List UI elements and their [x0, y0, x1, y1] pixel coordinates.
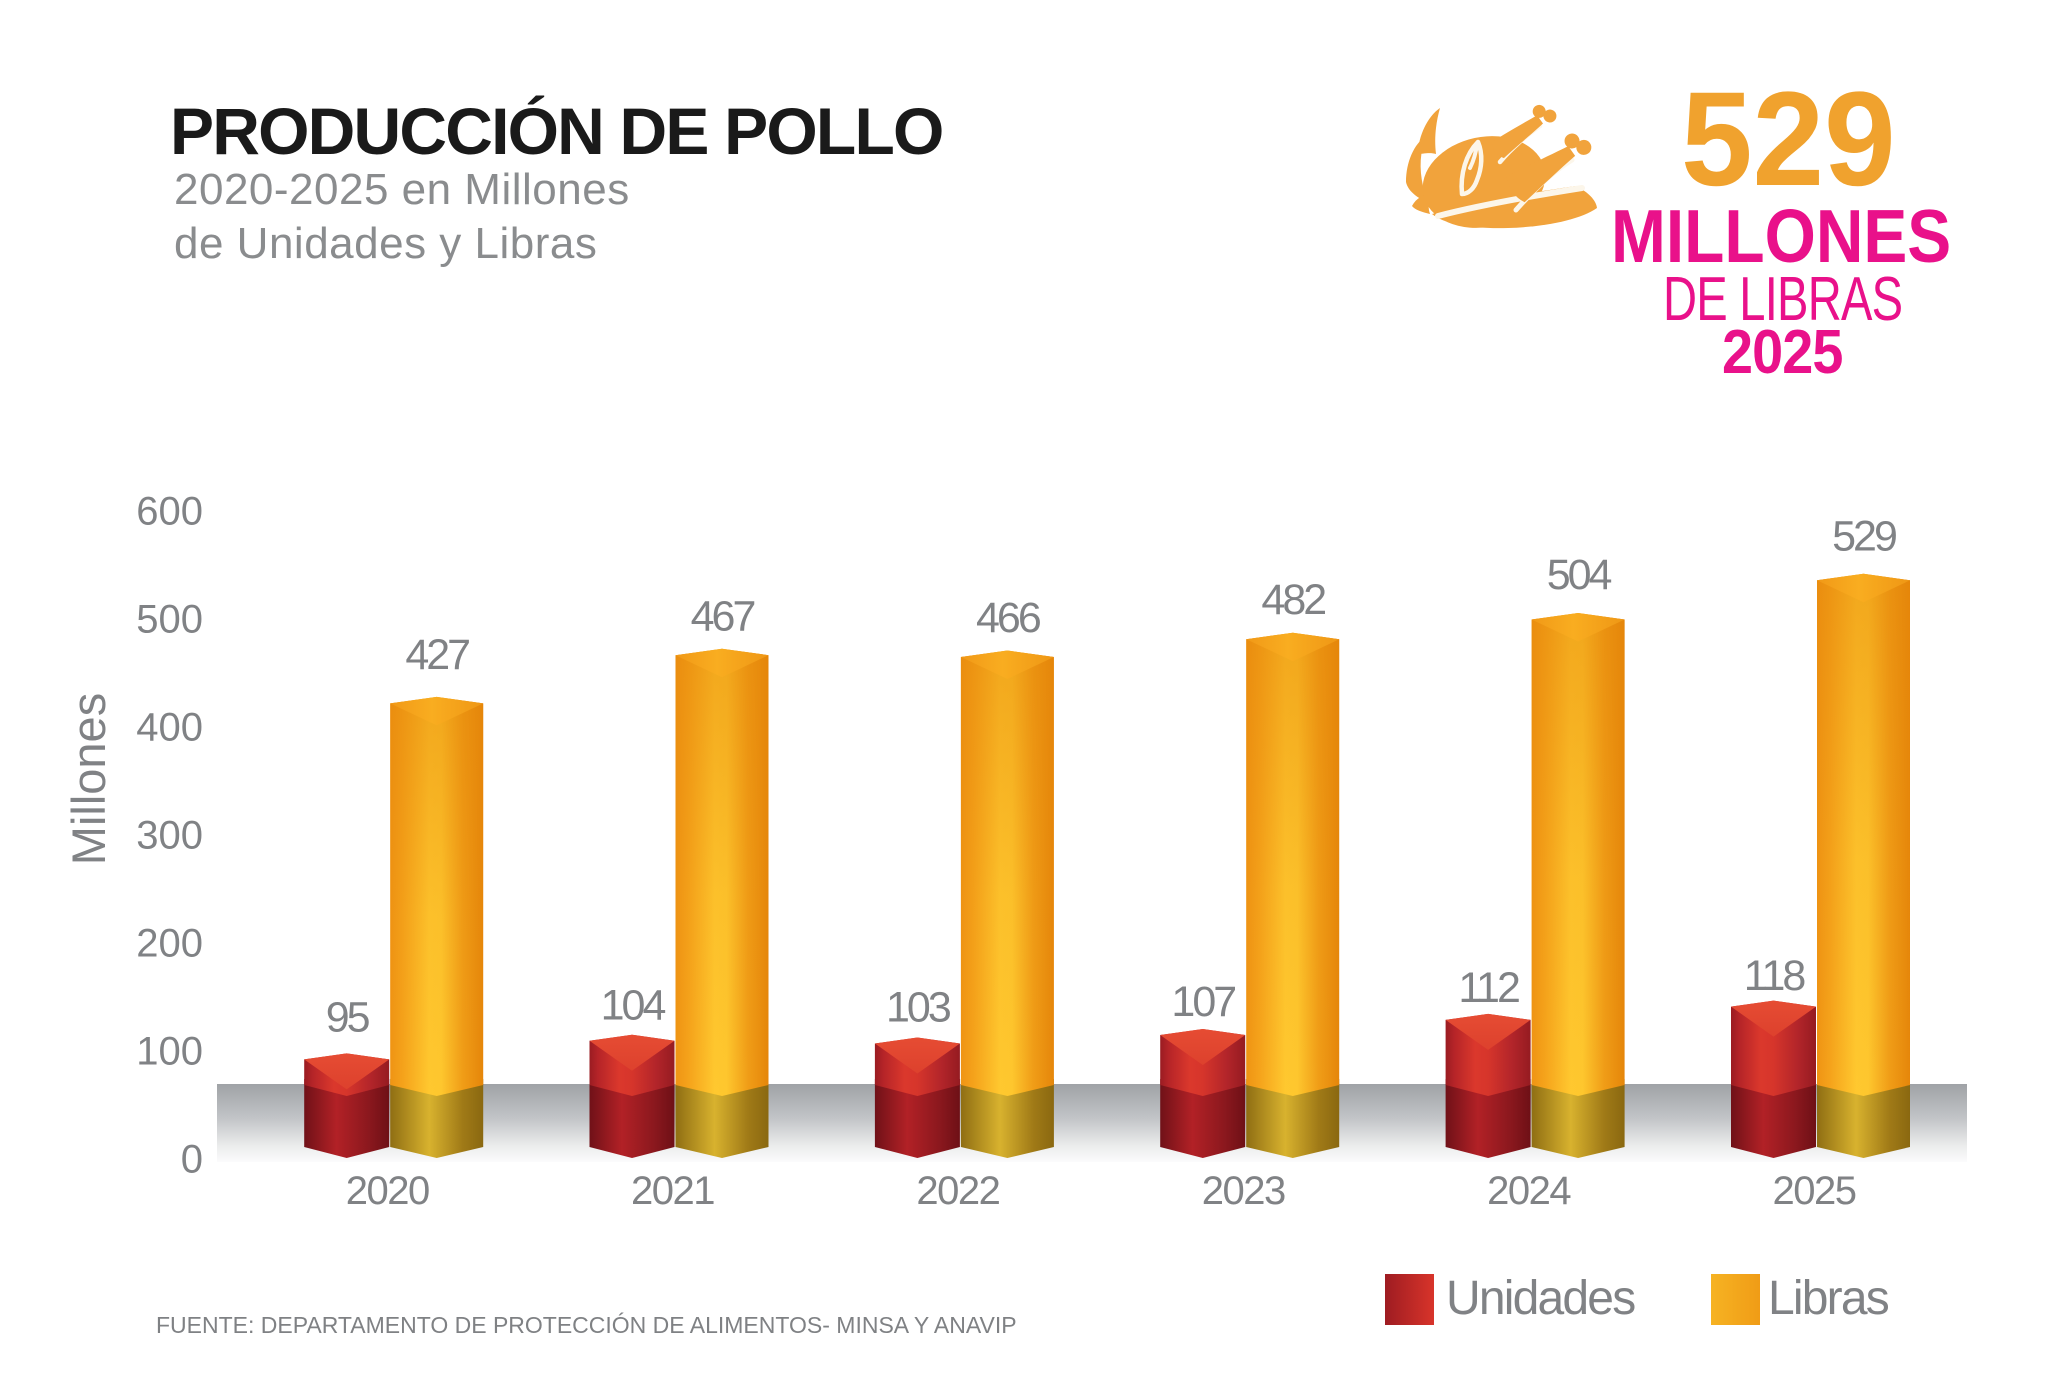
svg-text:Millones: Millones	[62, 693, 115, 865]
svg-text:504: 504	[1547, 551, 1612, 599]
svg-text:400: 400	[136, 706, 203, 750]
svg-text:104: 104	[601, 982, 666, 1030]
svg-text:100: 100	[136, 1030, 203, 1074]
svg-text:500: 500	[136, 598, 203, 642]
svg-text:107: 107	[1171, 978, 1235, 1026]
svg-text:529: 529	[1832, 513, 1896, 561]
svg-text:2021: 2021	[631, 1169, 714, 1213]
svg-text:2025: 2025	[1773, 1169, 1856, 1213]
svg-text:427: 427	[405, 631, 469, 679]
svg-text:0: 0	[181, 1138, 203, 1182]
svg-text:95: 95	[326, 994, 370, 1042]
svg-text:112: 112	[1458, 964, 1519, 1012]
svg-text:467: 467	[691, 593, 755, 641]
svg-text:200: 200	[136, 922, 203, 966]
svg-text:2023: 2023	[1202, 1169, 1285, 1213]
svg-text:2024: 2024	[1487, 1169, 1571, 1213]
svg-text:300: 300	[136, 814, 203, 858]
svg-text:2022: 2022	[916, 1169, 999, 1213]
svg-text:482: 482	[1261, 576, 1325, 624]
svg-text:600: 600	[136, 490, 203, 534]
svg-text:118: 118	[1744, 952, 1806, 1000]
svg-text:103: 103	[886, 984, 951, 1032]
svg-text:466: 466	[976, 594, 1041, 642]
svg-text:2020: 2020	[346, 1169, 429, 1213]
